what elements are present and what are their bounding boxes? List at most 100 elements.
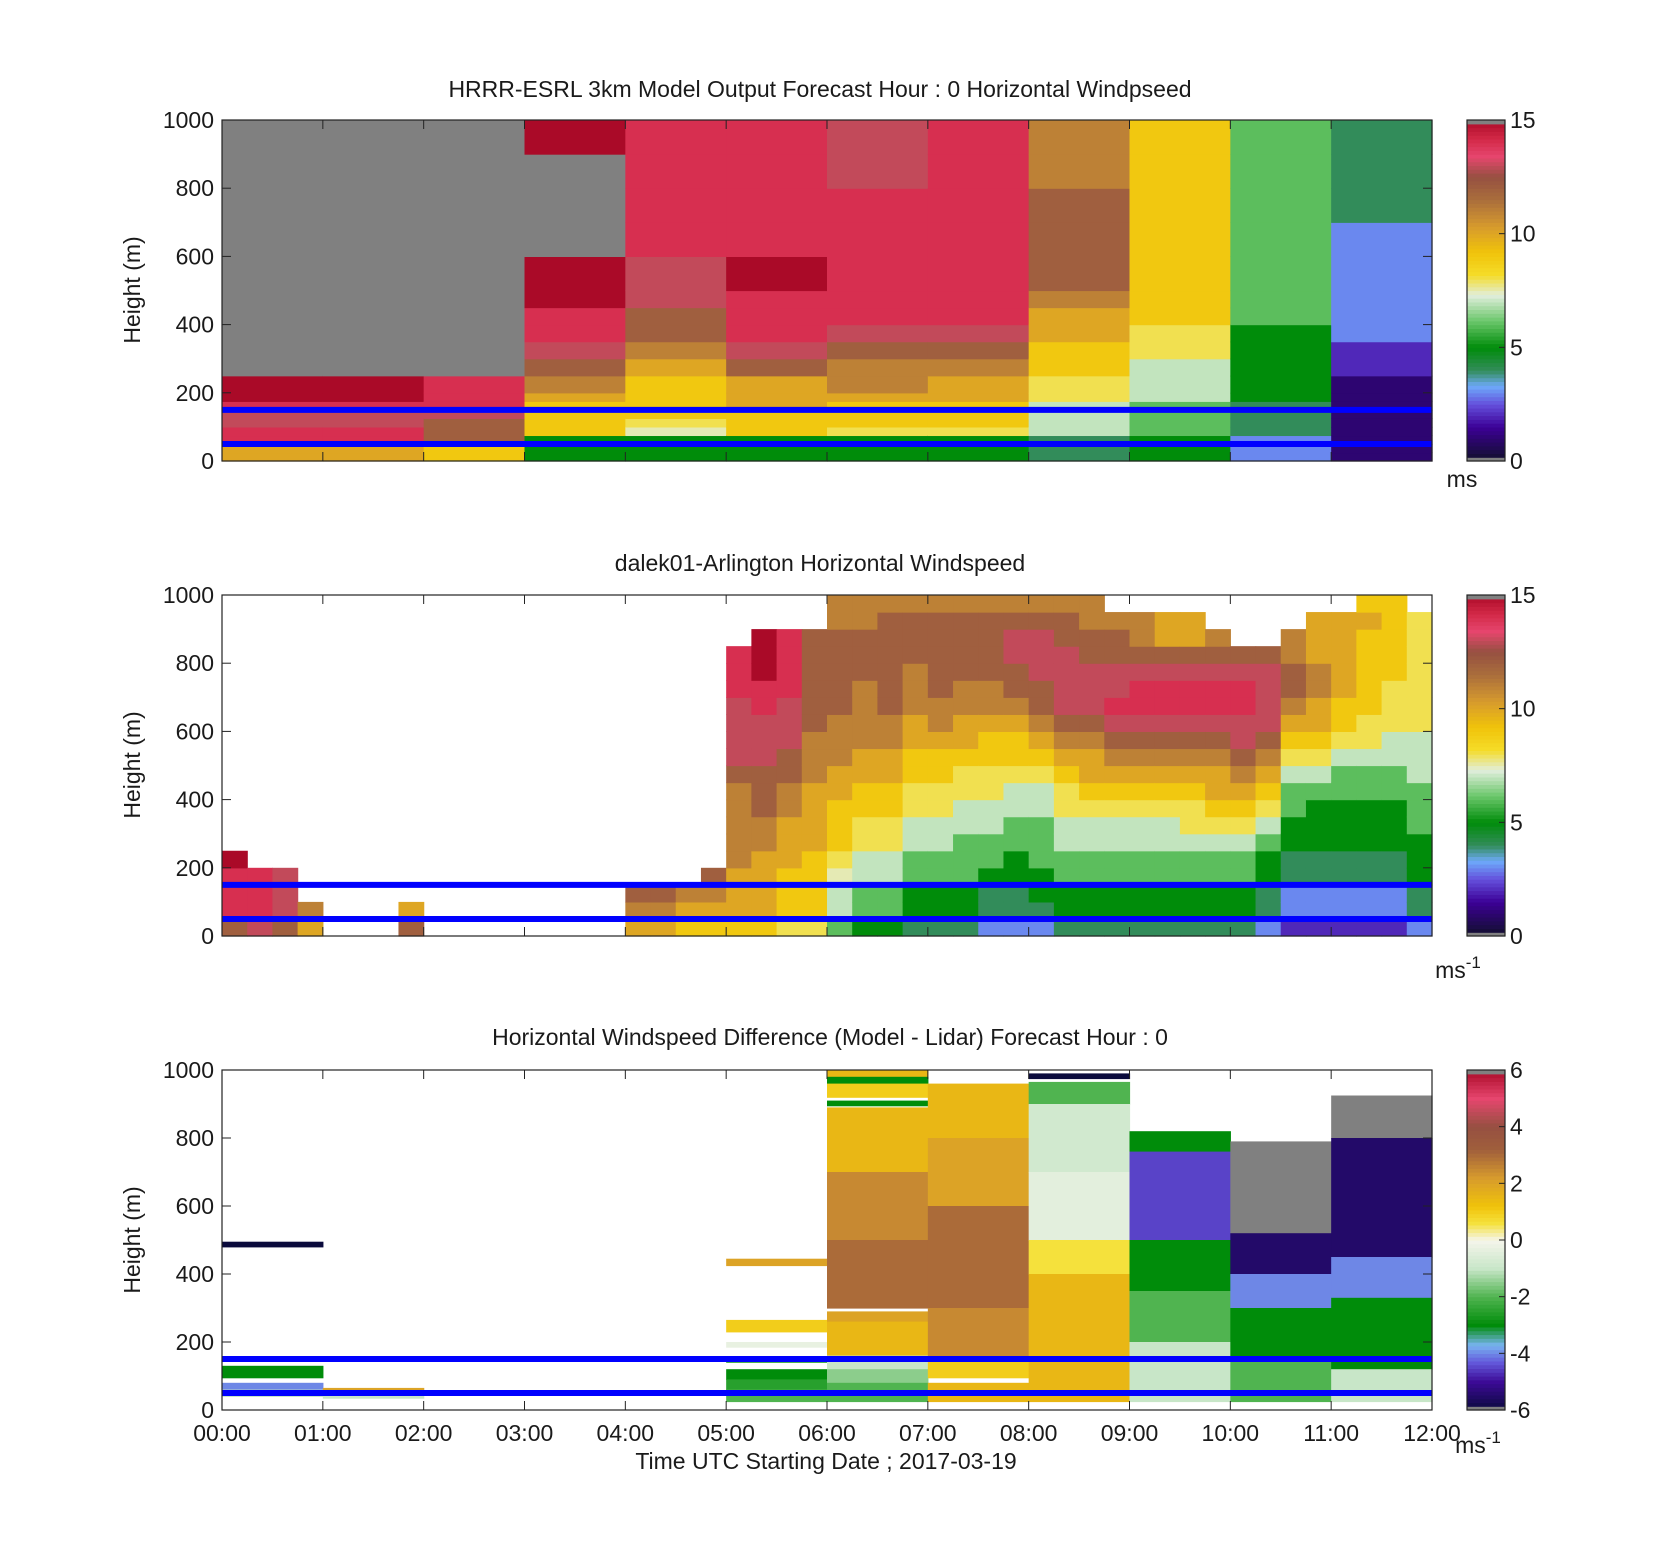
- lidar-cell: [1129, 629, 1156, 647]
- model-cell: [1331, 290, 1433, 309]
- model-cell: [827, 222, 929, 257]
- difference-cell: [827, 1172, 929, 1241]
- lidar-cell: [726, 833, 752, 852]
- colorbar-segment: [1467, 1300, 1505, 1305]
- colorbar-segment: [1467, 1168, 1505, 1173]
- colorbar-segment: [1467, 127, 1505, 132]
- lidar-cell: [398, 901, 425, 920]
- colorbar-segment: [1467, 837, 1505, 842]
- lidar-cell: [877, 646, 904, 664]
- colorbar-segment: [1467, 150, 1505, 155]
- lidar-cell: [272, 901, 299, 920]
- lidar-cell: [852, 884, 879, 903]
- lidar-cell: [1356, 731, 1383, 750]
- x-tick-label: 05:00: [697, 1420, 755, 1446]
- lidar-cell: [1053, 748, 1080, 767]
- lidar-cell: [801, 816, 828, 835]
- colorbar-segment: [1467, 712, 1505, 717]
- colorbar-segment: [1467, 290, 1505, 295]
- colorbar-segment: [1467, 1402, 1505, 1407]
- model-cell: [726, 188, 828, 223]
- difference-cell: [827, 1076, 929, 1085]
- colorbar-segment: [1467, 799, 1505, 804]
- lidar-cell: [1003, 833, 1030, 852]
- model-cell: [322, 324, 425, 343]
- colorbar-segment: [1467, 210, 1505, 216]
- colorbar-segment: [1467, 142, 1505, 148]
- lidar-cell: [1381, 901, 1408, 920]
- lidar-cell: [1280, 816, 1307, 835]
- lidar-cell: [902, 799, 929, 818]
- colorbar-segment: [1467, 640, 1505, 645]
- model-cell: [1129, 341, 1231, 360]
- lidar-cell: [1104, 816, 1131, 835]
- lidar-cell: [1003, 612, 1030, 630]
- lidar-cell: [852, 629, 879, 647]
- colorbar-segment: [1467, 1258, 1505, 1264]
- model-cell: [625, 401, 727, 411]
- lidar-cell: [877, 782, 904, 801]
- colorbar-segment: [1467, 1349, 1505, 1354]
- model-cell: [1230, 358, 1332, 377]
- y-tick-label: 600: [176, 1193, 214, 1219]
- colorbar-segment: [1467, 727, 1505, 732]
- model-cell: [827, 418, 929, 428]
- model-cell: [726, 324, 828, 343]
- colorbar-tick-label: 4: [1510, 1114, 1523, 1140]
- colorbar-tick-label: 10: [1510, 221, 1536, 247]
- lidar-cell: [1205, 833, 1231, 852]
- model-cell: [322, 358, 425, 377]
- colorbar-segment: [1467, 184, 1505, 189]
- lidar-cell: [1205, 680, 1231, 698]
- colorbar-tick-label: 10: [1510, 696, 1536, 722]
- lidar-cell: [978, 816, 1005, 835]
- colorbar-segment: [1467, 1096, 1505, 1101]
- model-cell: [827, 358, 929, 377]
- lidar-cell: [1104, 748, 1131, 767]
- lidar-cell: [1280, 782, 1307, 801]
- colorbar-segment: [1467, 233, 1505, 239]
- lidar-cell: [1104, 833, 1131, 852]
- lidar-cell: [1331, 765, 1357, 784]
- lidar-cell: [272, 867, 299, 886]
- lidar-cell: [877, 731, 904, 750]
- model-cell: [927, 341, 1030, 360]
- colorbar-segment: [1467, 1179, 1505, 1184]
- model-cell: [726, 392, 828, 402]
- lidar-cell: [801, 748, 828, 767]
- lidar-cell: [978, 918, 1005, 937]
- model-cell: [927, 256, 1030, 292]
- lidar-cell: [852, 595, 879, 613]
- lidar-cell: [1230, 714, 1257, 732]
- colorbar-segment: [1467, 1364, 1505, 1370]
- lidar-cell: [1255, 680, 1282, 698]
- lidar-cell: [827, 918, 853, 937]
- lidar-cell: [1255, 884, 1282, 903]
- lidar-cell: [1154, 629, 1181, 647]
- lidar-cell: [650, 901, 677, 920]
- colorbar-segment: [1467, 757, 1505, 763]
- lidar-cell: [700, 867, 727, 886]
- difference-cell: [927, 1382, 1030, 1391]
- colorbar-segment: [1467, 1406, 1505, 1411]
- lidar-cell: [1205, 782, 1231, 801]
- lidar-cell: [852, 697, 879, 715]
- colorbar-segment: [1467, 716, 1505, 721]
- lidar-cell: [978, 680, 1005, 698]
- x-tick-label: 07:00: [899, 1420, 957, 1446]
- lidar-cell: [247, 918, 274, 937]
- lidar-cell: [827, 663, 853, 681]
- colorbar-segment: [1467, 841, 1505, 846]
- colorbar-segment: [1467, 742, 1505, 748]
- lidar-cell: [801, 629, 828, 647]
- lidar-cell: [1003, 731, 1030, 750]
- colorbar-segment: [1467, 901, 1505, 907]
- colorbar-segment: [1467, 1187, 1505, 1192]
- lidar-cell: [1356, 646, 1383, 664]
- lidar-cell: [1331, 884, 1357, 903]
- lidar-cell: [726, 748, 752, 767]
- lidar-cell: [978, 748, 1005, 767]
- lidar-cell: [1230, 884, 1257, 903]
- lidar-cell: [953, 697, 979, 715]
- lidar-cell: [953, 646, 979, 664]
